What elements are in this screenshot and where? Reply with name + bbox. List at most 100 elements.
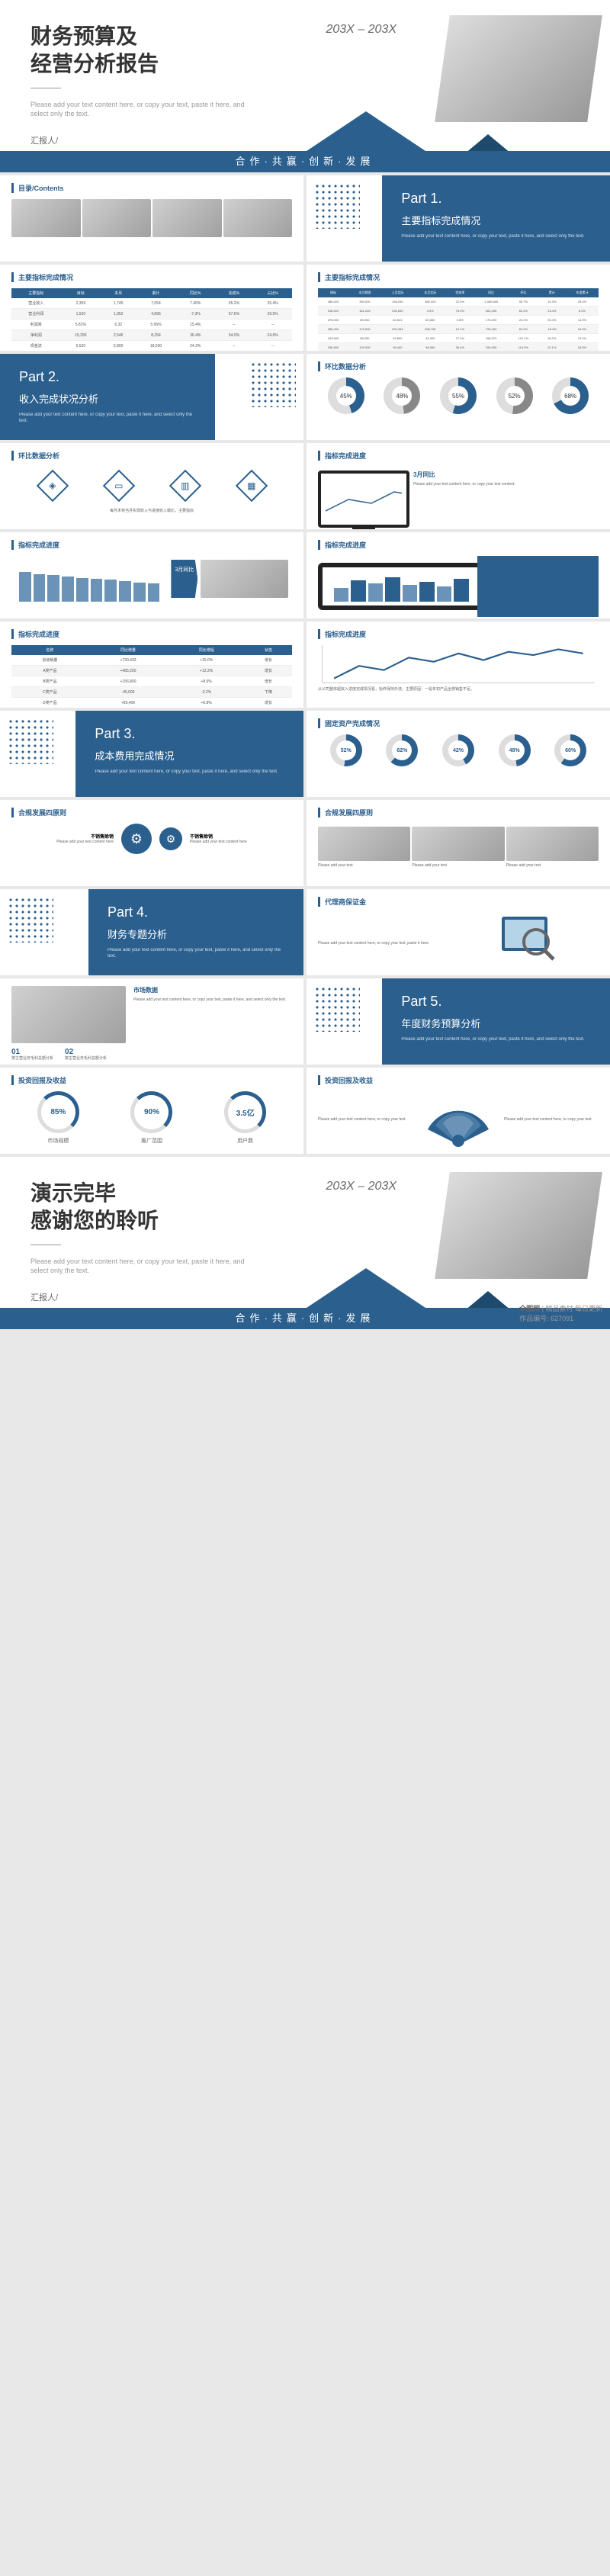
bar-chart (11, 556, 167, 602)
table-cell: 4.8% (447, 316, 474, 325)
table-cell: 65.2% (215, 298, 254, 309)
circstats-slide: 投资回报及收益 85%市场规模90%推广范围3.5亿用户数 (0, 1068, 303, 1154)
table-cell: C类产品 (11, 687, 88, 698)
table-cell: 13.4% (538, 307, 566, 316)
table-cell: 14.9% (566, 316, 599, 325)
section-title: 指标完成进度 (318, 629, 599, 639)
stat-desc: 按主营业务毛利总额分析 (65, 1056, 107, 1062)
bar (119, 581, 131, 602)
table-cell: A类产品 (11, 666, 88, 676)
table-cell: -- (215, 341, 254, 352)
table-header: 占比% (253, 288, 292, 298)
table-row: 利润率5.81%6.325.95%15.4%---- (11, 320, 292, 330)
table-cell: 现金流 (11, 341, 60, 352)
table-cell: 2,359 (60, 298, 101, 309)
table-cell: +156,800 (88, 676, 169, 687)
diamond-icons: ◈ ▭ ▥ ▦ (11, 467, 292, 505)
bar (454, 579, 468, 602)
table-cell: 利润率 (11, 320, 60, 330)
table-row: 154,60068,25045,80042,32027.4%156,370101… (318, 334, 599, 343)
table-cell: 485,625 (318, 297, 348, 307)
laptop-bars (326, 571, 477, 602)
gears-slide: 合规发展四原则 不销售赊销Please add your text conten… (0, 800, 303, 886)
ring-chart-row: 45%48%55%52%68% (318, 377, 599, 414)
gear-desc: Please add your text content here (56, 840, 114, 844)
diamond-icon: ▭ (102, 470, 134, 502)
table-cell: 22.1% (538, 343, 566, 352)
table-cell: 350,000 (348, 297, 381, 307)
watermark: 众图网 | 精品素材 每日更新 作品编号: 627091 (519, 1303, 602, 1323)
part-number: Part 1. (401, 191, 591, 207)
table-header: 状态 (245, 645, 292, 655)
photo-desc: Please add your text (412, 863, 504, 869)
bar (437, 586, 451, 602)
donuts5-slide: 固定资产完成情况 52%62%42%48%60% (307, 711, 610, 797)
table-cell: 2,546 (101, 330, 136, 341)
section-title: 环比数据分析 (11, 451, 292, 461)
laptop-slide: 指标完成进度 (307, 532, 610, 618)
table-cell: 95,400 (381, 343, 414, 352)
table-cell: 下降 (245, 687, 292, 698)
table-cell: 营业收入 (11, 298, 60, 309)
meeting-slide: 市场数据 Please add your text content here, … (0, 978, 303, 1065)
table-cell: 13.2% (566, 334, 599, 343)
part-title: 年度财务预算分析 (401, 1016, 591, 1030)
table-row: 485,625350,000168,250485,00022.9%1,380,6… (318, 297, 599, 307)
table-cell: 161,245 (348, 307, 381, 316)
stat-ring: 3.5亿 (224, 1091, 266, 1133)
part2-header: Part 2. 收入完成状况分析 Please add your text co… (0, 354, 303, 440)
table-cell: 45,800 (381, 334, 414, 343)
table-cell: -- (253, 320, 292, 330)
table-cell: 18,500 (136, 341, 176, 352)
diamond-desc: 每月末将当月实现收入与进度收入做比，主要指标 (11, 509, 292, 515)
table-cell: 168,250 (381, 297, 414, 307)
table-cell: 175,209 (474, 316, 509, 325)
section-title: 指标完成进度 (318, 451, 599, 461)
table-cell: 1,520 (60, 309, 101, 320)
section-title: 指标完成进度 (11, 629, 292, 639)
part-desc: Please add your text content here, or co… (19, 412, 196, 425)
circle-stats-row: 85%市场规模90%推广范围3.5亿用户数 (11, 1091, 292, 1145)
table1-slide: 主要指标完成情况 主要指标目标本月累计同比%完成%占比% 营业收入2,3591,… (0, 265, 303, 351)
table-cell: 净利润 (11, 330, 60, 341)
part-number: Part 3. (95, 726, 284, 742)
radar-desc: Please add your text content here, or co… (318, 1117, 413, 1123)
section-title: 主要指标完成情况 (318, 272, 599, 282)
watermark-id: 作品编号: 627091 (519, 1315, 573, 1322)
table-cell: 8,254 (136, 330, 176, 341)
table-row: C类产品-45,600-3.2%下降 (11, 687, 292, 698)
title-desc: Please add your text content here, or co… (30, 100, 259, 119)
content-thumb (152, 199, 222, 237)
donut-chart: 52% (330, 734, 362, 766)
stat-num: 02 (65, 1048, 107, 1056)
magnifier-slide: 代理商保证金 Please add your text content here… (307, 889, 610, 975)
diamond-icon: ▥ (169, 470, 201, 502)
table-row: 净利润15,2952,5468,25436.4%54.0%24.6% (11, 330, 292, 341)
table-cell: -7.3% (176, 309, 215, 320)
part3-header: Part 3. 成本费用完成情况 Please add your text co… (0, 711, 303, 797)
laptop-icon (318, 563, 485, 610)
table-cell: 6.32 (101, 320, 136, 330)
table-cell: 256,800 (318, 343, 348, 352)
section-title: 指标完成进度 (11, 540, 292, 550)
table-header: 本月预测 (348, 288, 381, 297)
bar (419, 582, 434, 602)
table-cell: 29.5% (253, 309, 292, 320)
table-cell: 18.6% (566, 343, 599, 352)
table-row: 营业利润1,5201,0524,895-7.3%57.6%29.5% (11, 309, 292, 320)
table-cell: 120,000 (348, 343, 381, 352)
table-row: A类产品+485,200+12.3%增长 (11, 666, 292, 676)
meeting-title: 市场数据 (133, 986, 292, 994)
table-cell: 42,320 (414, 334, 447, 343)
content-thumb (82, 199, 152, 237)
table-cell: 26.1% (509, 316, 538, 325)
table-cell: +485,200 (88, 666, 169, 676)
table-cell: 298,750 (414, 325, 447, 334)
arrow-label: 3月同比 (171, 560, 197, 598)
bar (19, 572, 31, 602)
table-cell: 60,650 (414, 316, 447, 325)
meeting-photo (11, 986, 126, 1043)
chart-sublabel: 3月同比 (413, 471, 595, 479)
table-header: 累计 (136, 288, 176, 298)
stat-label: 用户数 (224, 1137, 266, 1145)
